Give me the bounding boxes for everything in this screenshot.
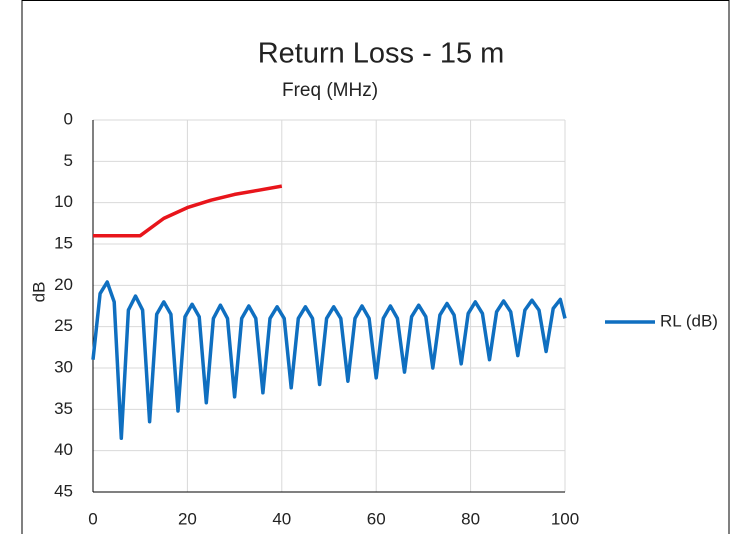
y-tick-label: 15 <box>54 233 73 252</box>
plot-area <box>93 120 565 492</box>
y-tick-label: 5 <box>64 151 73 170</box>
legend-label: RL (dB) <box>660 311 718 330</box>
y-tick-label: 10 <box>54 192 73 211</box>
x-tick-label: 0 <box>88 509 97 528</box>
y-tick-label: 40 <box>54 440 73 459</box>
series-line <box>91 280 567 441</box>
y-tick-label: 45 <box>54 481 73 500</box>
y-tick-label: 20 <box>54 275 73 294</box>
x-axis-label: Freq (MHz) <box>282 80 378 101</box>
series-line <box>93 184 283 238</box>
x-tick-label: 20 <box>178 509 197 528</box>
x-tick-label: 100 <box>551 509 579 528</box>
y-tick-label: 35 <box>54 399 73 418</box>
y-axis-label: dB <box>29 282 48 303</box>
x-tick-label: 40 <box>272 509 291 528</box>
x-tick-label: 60 <box>367 509 386 528</box>
y-tick-label: 25 <box>54 316 73 335</box>
chart-title: Return Loss - 15 m <box>258 38 505 70</box>
x-tick-label: 80 <box>461 509 480 528</box>
y-tick-label: 0 <box>64 109 73 128</box>
y-tick-label: 30 <box>54 357 73 376</box>
